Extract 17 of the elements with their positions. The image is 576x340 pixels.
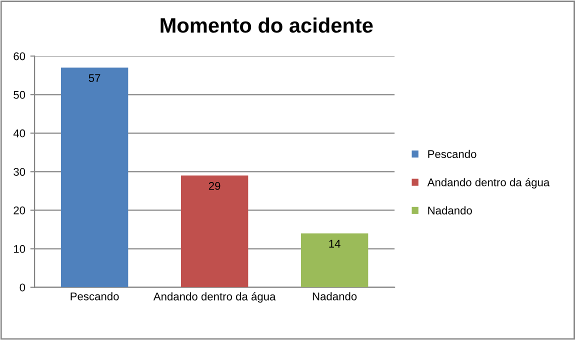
- x-tick-label: Nadando: [312, 292, 357, 300]
- y-tick-label: 20: [14, 206, 26, 214]
- x-tick-label: Pescando: [70, 292, 119, 300]
- data-label: 14: [329, 240, 340, 248]
- chart-title: Momento do acidente: [160, 17, 373, 33]
- y-tick-label: 30: [14, 168, 26, 176]
- y-tick-label: 0: [20, 284, 26, 292]
- y-tick-label: 60: [14, 52, 26, 60]
- legend-label: Nadando: [428, 206, 472, 214]
- x-tick-label: Andando dentro da água: [153, 292, 276, 303]
- y-tick-label: 40: [13, 129, 26, 138]
- data-label: 29: [208, 182, 220, 190]
- y-tick-label: 50: [14, 90, 26, 99]
- legend-label: Pescando: [428, 150, 476, 158]
- y-tick-label: 10: [14, 245, 26, 253]
- data-label: 57: [88, 74, 100, 82]
- legend-label: Andando dentro da água: [427, 178, 550, 189]
